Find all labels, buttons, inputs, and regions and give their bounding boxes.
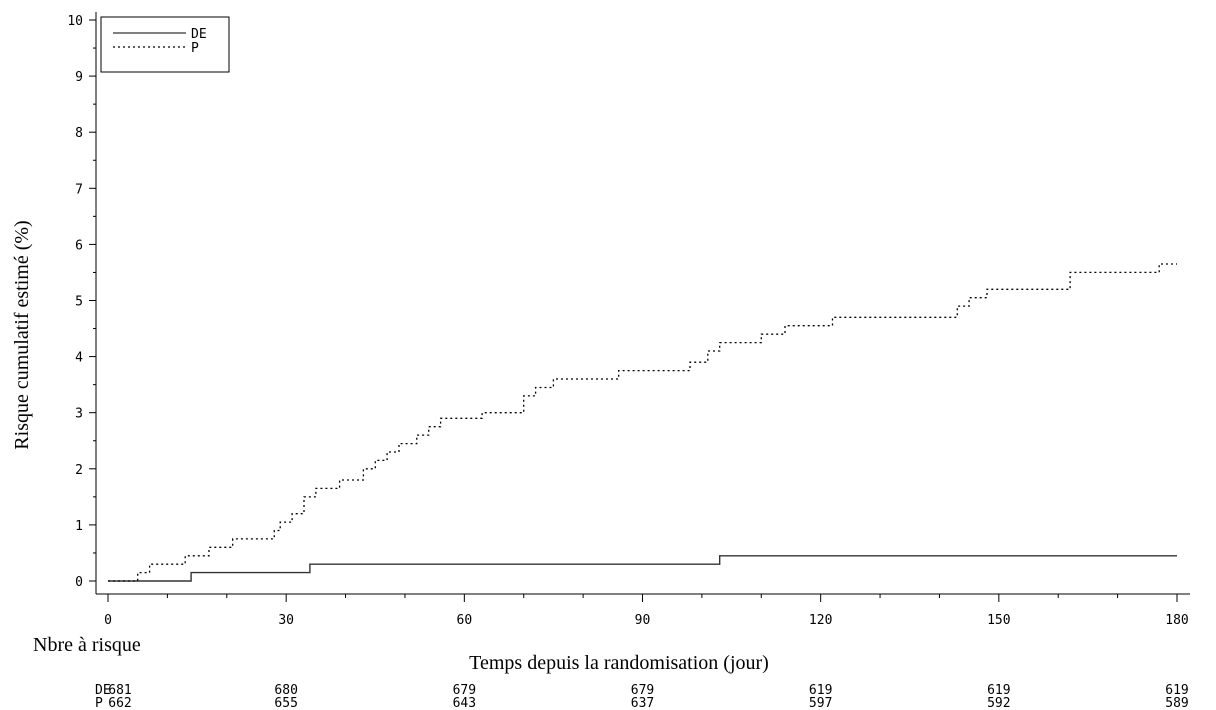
at-risk-value: 637: [631, 696, 654, 710]
x-axis-label: Temps depuis la randomisation (jour): [469, 652, 769, 674]
series-line-de: [108, 555, 1177, 582]
legend: DE P: [100, 16, 230, 73]
y-tick-label: 0: [75, 575, 83, 590]
at-risk-value: 679: [453, 683, 476, 698]
at-risk-value: 619: [809, 683, 832, 698]
at-risk-value: 655: [274, 696, 297, 710]
y-axis-label: Risque cumulatif estimé (%): [11, 220, 33, 449]
x-tick-label: 0: [104, 613, 112, 628]
x-tick-label: 150: [987, 613, 1010, 628]
x-tick-label: 60: [457, 613, 473, 628]
at-risk-value: 592: [987, 696, 1010, 710]
y-tick-label: 10: [67, 14, 83, 29]
legend-box: [100, 16, 230, 73]
at-risk-value: 681: [108, 683, 131, 698]
series-layer: [108, 263, 1177, 582]
at-risk-row-label: DE: [95, 683, 111, 698]
y-tick-label: 8: [75, 126, 83, 141]
y-tick-label: 9: [75, 70, 83, 85]
at-risk-value: 619: [987, 683, 1010, 698]
at-risk-value: 597: [809, 696, 832, 710]
at-risk-row-label: P: [95, 696, 103, 710]
x-tick-label: 90: [635, 613, 651, 628]
x-tick-label: 180: [1165, 613, 1188, 628]
y-tick-label: 5: [75, 295, 83, 310]
y-tick-label: 1: [75, 519, 83, 534]
series-line-p: [108, 263, 1177, 582]
y-tick-label: 4: [75, 351, 83, 366]
y-tick-label: 3: [75, 407, 83, 422]
axes: 0 1 2 3 4 5 6 7 8 9 10 0 30 60 90 120 150 180: [67, 12, 1190, 628]
y-tick-label: 7: [75, 182, 83, 197]
at-risk-value: 662: [108, 696, 131, 710]
legend-label-p: P: [191, 41, 199, 56]
at-risk-value: 679: [631, 683, 654, 698]
y-tick-label: 6: [75, 238, 83, 253]
y-tick-label: 2: [75, 463, 83, 478]
at-risk-value: 619: [1165, 683, 1188, 698]
legend-label-de: DE: [191, 27, 207, 42]
at-risk-value: 680: [274, 683, 297, 698]
at-risk-value: 589: [1165, 696, 1188, 710]
at-risk-title: Nbre à risque: [33, 634, 141, 656]
at-risk-value: 643: [453, 696, 476, 710]
x-tick-label: 120: [809, 613, 832, 628]
x-tick-label: 30: [278, 613, 294, 628]
